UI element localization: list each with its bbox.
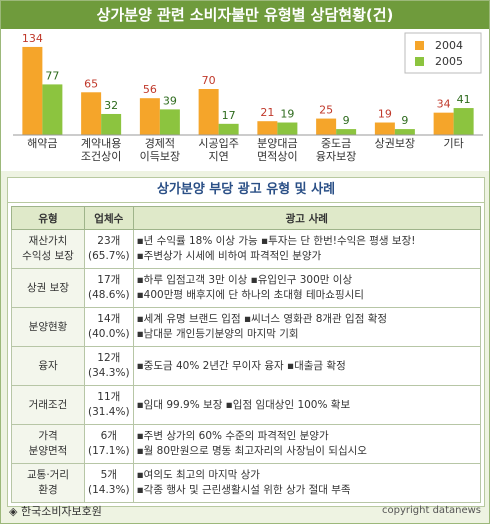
header-cell: 유형 — [11, 206, 85, 230]
chart-svg: 134 77 65 32 56 39 70 17 21 19 25 9 19 9 34 41 2004 2005 — [13, 32, 483, 136]
bar — [22, 46, 43, 135]
table-cell: 재산가치 수익성 보장 — [11, 229, 85, 269]
legend-label: 2005 — [435, 55, 463, 68]
value-label: 9 — [401, 114, 408, 127]
table-cell: 17개 (48.6%) — [84, 268, 134, 308]
table-row: 교통·거리 환경 5개 (14.3%) ▪여의도 최고의 마지막 상가 ▪각종 행사… — [11, 463, 482, 503]
table-cell: ▪임대 99.9% 보장 ▪입점 임대상인 100% 확보 — [132, 385, 482, 425]
table-cell: 상권 보장 — [11, 268, 85, 308]
bar — [101, 113, 122, 135]
legend-label: 2004 — [435, 39, 463, 52]
value-label: 32 — [104, 99, 118, 112]
table-row: 거래조건 11개 (31.4%) ▪임대 99.9% 보장 ▪입점 임대상인 100… — [11, 385, 482, 425]
bar — [218, 123, 239, 135]
x-tick-label: 시공입주 지연 — [198, 137, 239, 163]
value-label: 56 — [143, 83, 157, 96]
bar — [453, 108, 474, 135]
table-row: 가격 분양면적 6개 (17.1%) ▪주변 상가의 60% 수준의 파격적인 분양… — [11, 424, 482, 464]
table-cell: 거래조건 — [11, 385, 85, 425]
table-row: 융자 12개 (34.3%) ▪중도금 40% 2년간 무이자 융자 ▪대출금 확정 — [11, 346, 482, 386]
table-cell: ▪년 수익률 18% 이상 가능 ▪투자는 단 한번!수익은 평생 보장! ▪주… — [132, 229, 482, 269]
bar — [277, 122, 298, 135]
header-cell: 업체수 — [84, 206, 134, 230]
value-label: 17 — [222, 109, 236, 122]
table-title: 상가분양 부당 광고 유형 및 사례 — [8, 178, 484, 203]
table-cell: 11개 (31.4%) — [84, 385, 134, 425]
x-tick-label: 분양대금 면적상이 — [257, 137, 298, 163]
value-label: 39 — [163, 94, 177, 107]
bar — [316, 118, 337, 135]
x-tick-label: 중도금 융자보장 — [315, 137, 357, 163]
value-label: 21 — [260, 106, 274, 119]
header-cell: 광고 사례 — [132, 206, 482, 230]
bar — [394, 129, 415, 135]
x-tick-label: 경제적 이득보장 — [139, 137, 181, 163]
value-label: 77 — [45, 69, 59, 82]
bar — [433, 112, 454, 135]
table-cell: 6개 (17.1%) — [84, 424, 134, 464]
table-cell: ▪주변 상가의 60% 수준의 파격적인 분양가 ▪월 80만원으로 명동 최고… — [132, 424, 482, 464]
value-label: 9 — [343, 114, 350, 127]
source: ◈ 한국소비자보호원 — [9, 505, 102, 518]
x-tick-label: 기타 — [443, 137, 464, 150]
legend-box — [404, 32, 482, 74]
table: 유형 업체수 광고 사례 재산가치 수익성 보장 23개 (65.7%) ▪년 수익률 1… — [11, 206, 482, 503]
bar — [336, 129, 357, 135]
bar — [198, 89, 219, 135]
value-label: 65 — [84, 77, 98, 90]
bar — [139, 98, 160, 135]
table-panel: 상가분양 부당 광고 유형 및 사례 유형 업체수 광고 사례 재산가치 수익성 보장… — [7, 177, 485, 507]
table-cell: 14개 (40.0%) — [84, 307, 134, 347]
bar — [81, 92, 102, 135]
value-label: 41 — [457, 93, 471, 106]
chart: 134 77 65 32 56 39 70 17 21 19 25 9 19 9 34 41 2004 2005 … — [1, 29, 489, 171]
value-label: 70 — [202, 74, 216, 87]
value-label: 19 — [378, 108, 392, 121]
bar — [257, 121, 278, 135]
table-cell: 12개 (34.3%) — [84, 346, 134, 386]
header-row: 유형 업체수 광고 사례 — [11, 206, 482, 230]
value-label: 19 — [280, 108, 294, 121]
x-tick-label: 계약내용 조건상이 — [80, 137, 122, 163]
table-row: 재산가치 수익성 보장 23개 (65.7%) ▪년 수익률 18% 이상 가능 ▪… — [11, 229, 482, 269]
table-cell: 교통·거리 환경 — [11, 463, 85, 503]
table-cell: 가격 분양면적 — [11, 424, 85, 464]
table-row: 상권 보장 17개 (48.6%) ▪하루 입점고객 3만 이상 ▪유입인구 300… — [11, 268, 482, 308]
table-cell: ▪여의도 최고의 마지막 상가 ▪각종 행사 및 근린생활시설 위한 상가 절대… — [132, 463, 482, 503]
table-cell: ▪중도금 40% 2년간 무이자 융자 ▪대출금 확정 — [132, 346, 482, 386]
x-tick-label: 상권보장 — [374, 137, 416, 150]
value-label: 25 — [319, 104, 333, 117]
bar — [374, 122, 395, 135]
value-label: 34 — [437, 98, 451, 111]
x-tick-label: 해약금 — [27, 137, 58, 150]
value-label: 134 — [22, 32, 43, 45]
copyright: copyright datanews — [382, 505, 481, 516]
bar — [159, 109, 180, 135]
table-cell: ▪세계 유명 브랜드 입점 ▪씨너스 영화관 8개관 입점 확정 ▪남대문 개인… — [132, 307, 482, 347]
table-cell: 분양현황 — [11, 307, 85, 347]
legend-swatch — [415, 41, 424, 50]
legend-swatch — [415, 57, 424, 66]
table-cell: ▪하루 입점고객 3만 이상 ▪유입인구 300만 이상 ▪400만평 배후지에… — [132, 268, 482, 308]
bar — [42, 84, 63, 135]
chart-title: 상가분양 관련 소비자불만 유형별 상담현황(건) — [1, 1, 489, 29]
table-cell: 23개 (65.7%) — [84, 229, 134, 269]
table-cell: 5개 (14.3%) — [84, 463, 134, 503]
table-cell: 융자 — [11, 346, 85, 386]
table-row: 분양현황 14개 (40.0%) ▪세계 유명 브랜드 입점 ▪씨너스 영화관 8개… — [11, 307, 482, 347]
